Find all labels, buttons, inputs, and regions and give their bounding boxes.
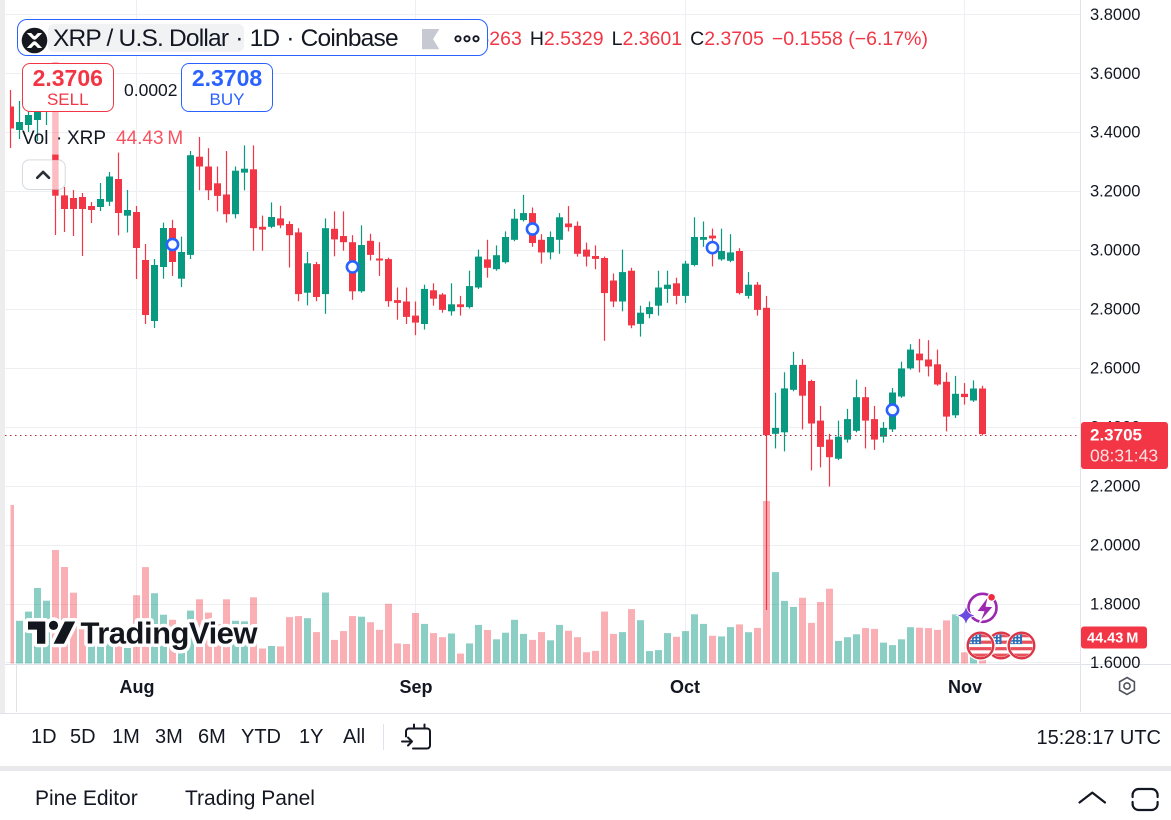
svg-text:2.6000: 2.6000 bbox=[1090, 360, 1140, 378]
svg-text:TradingView: TradingView bbox=[81, 616, 259, 651]
svg-text:Oct: Oct bbox=[670, 677, 700, 697]
svg-text:1.8000: 1.8000 bbox=[1090, 595, 1140, 613]
svg-text:2.3705: 2.3705 bbox=[1090, 426, 1142, 445]
svg-text:3.2000: 3.2000 bbox=[1090, 183, 1140, 201]
svg-text:Nov: Nov bbox=[948, 677, 982, 697]
svg-text:3.6000: 3.6000 bbox=[1090, 65, 1140, 83]
svg-text:3.8000: 3.8000 bbox=[1090, 6, 1140, 24]
svg-text:2.2000: 2.2000 bbox=[1090, 477, 1140, 495]
svg-text:08:31:43: 08:31:43 bbox=[1090, 446, 1158, 466]
svg-text:Aug: Aug bbox=[120, 677, 155, 697]
svg-text:Sep: Sep bbox=[399, 677, 432, 697]
svg-text:44.43 M: 44.43 M bbox=[1087, 631, 1138, 647]
svg-text:3.0000: 3.0000 bbox=[1090, 242, 1140, 260]
svg-text:2.8000: 2.8000 bbox=[1090, 301, 1140, 319]
svg-text:2.0000: 2.0000 bbox=[1090, 536, 1140, 554]
svg-text:1.6000: 1.6000 bbox=[1090, 654, 1140, 672]
svg-text:3.4000: 3.4000 bbox=[1090, 124, 1140, 142]
svg-text:TradingView: TradingView bbox=[81, 616, 259, 651]
